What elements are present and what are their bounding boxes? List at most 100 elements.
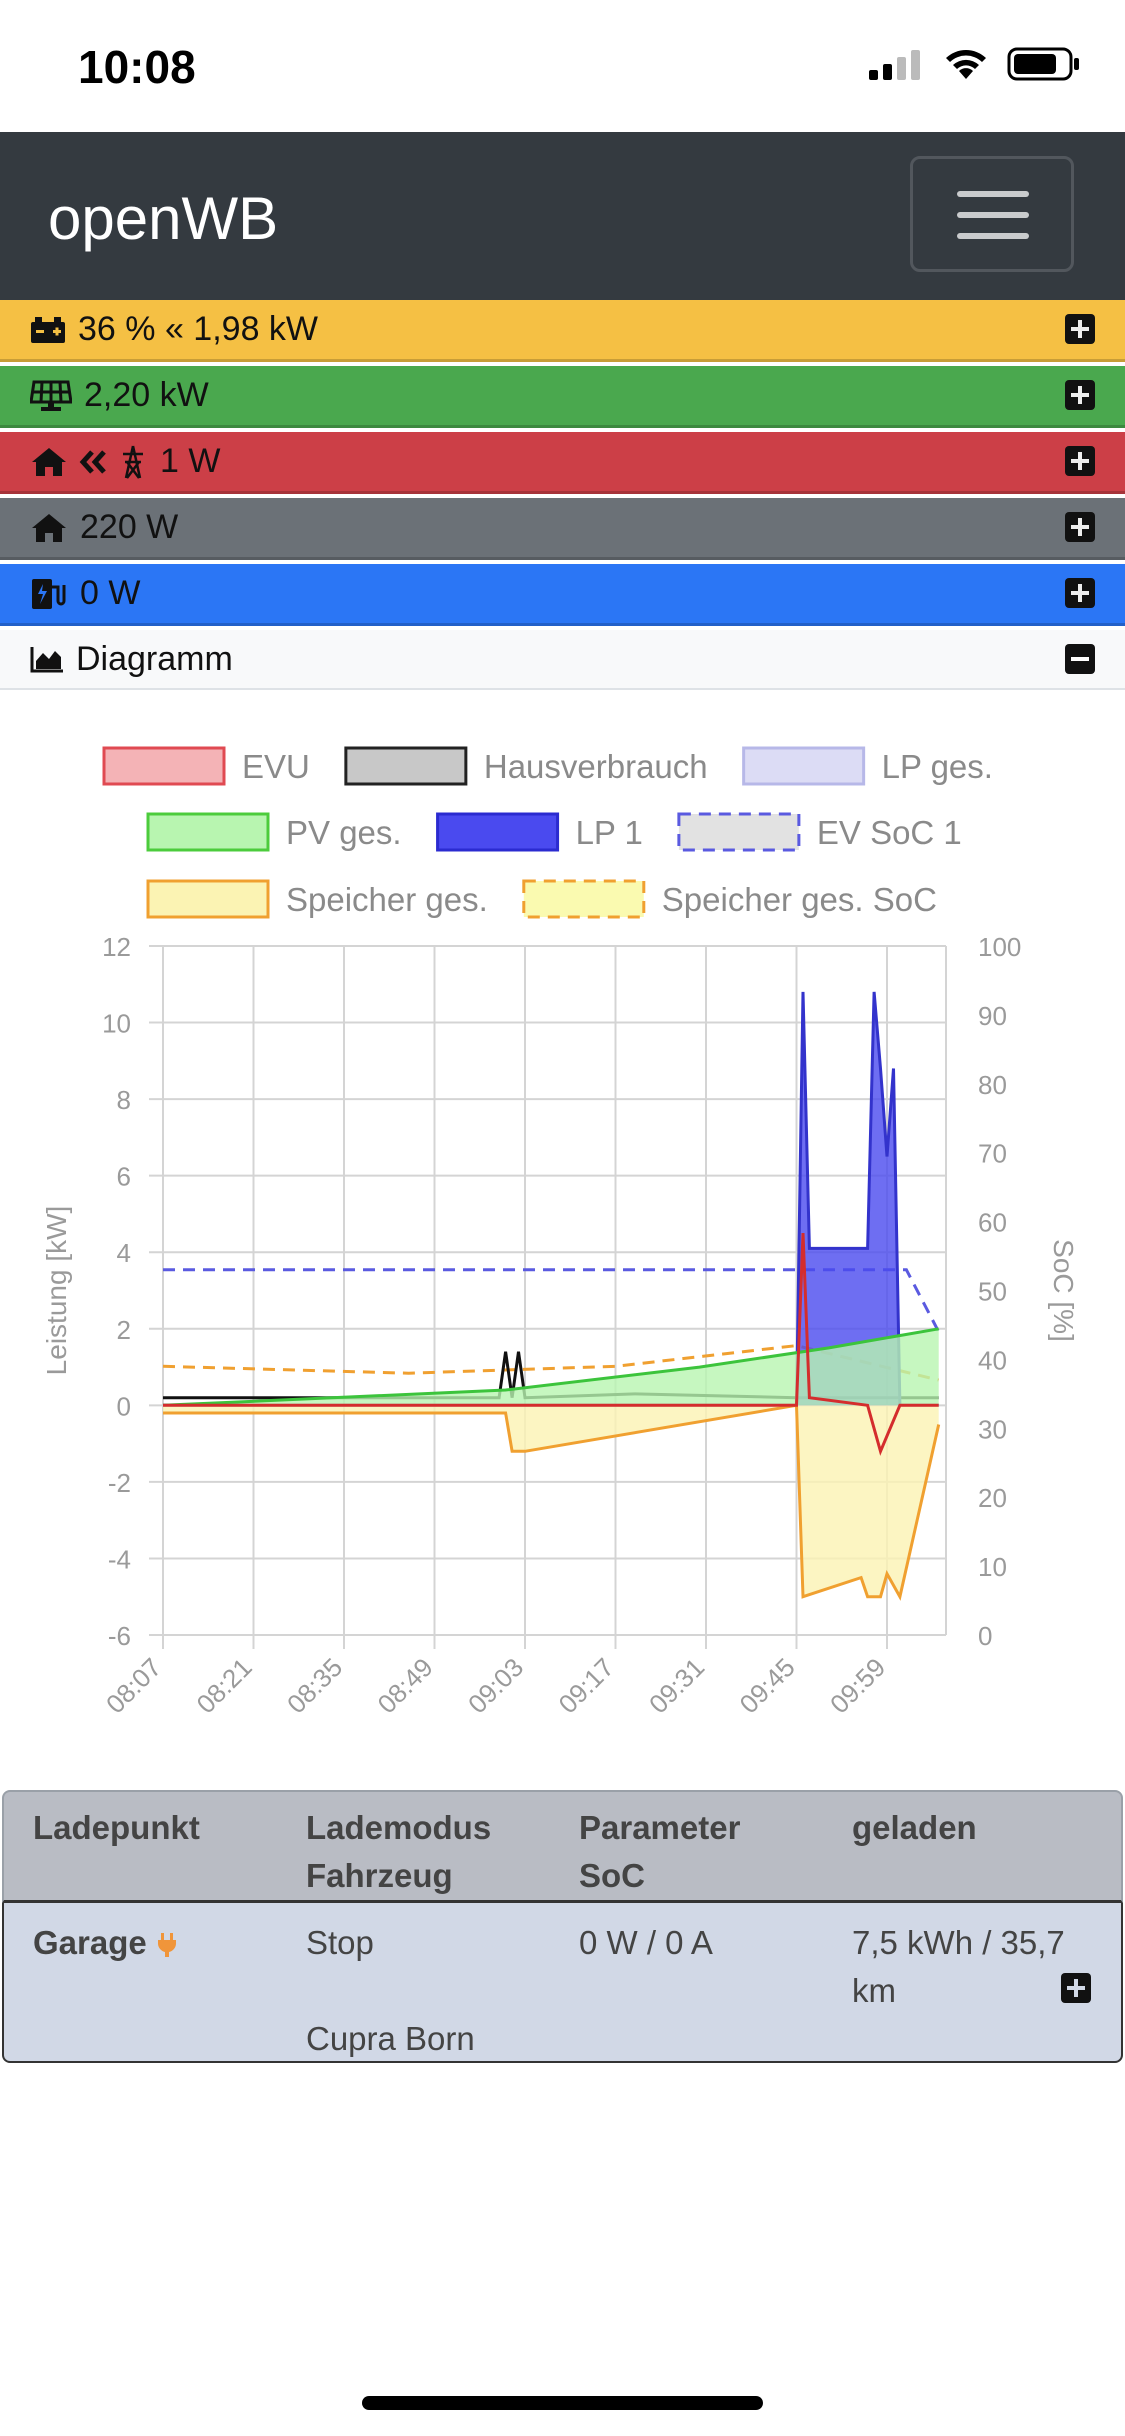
series-line [163, 1268, 941, 1333]
y-tick-label: -2 [108, 1468, 131, 1498]
navbar: openWB [0, 132, 1125, 300]
battery-summary: 36 % « 1,98 kW [78, 310, 319, 348]
y2-tick-label: 20 [978, 1483, 1007, 1513]
charge-summary: 0 W [80, 574, 141, 612]
car-battery-icon [31, 316, 65, 343]
y-tick-label: 6 [117, 1162, 131, 1192]
diagram-title: Diagramm [76, 639, 233, 678]
y2-tick-label: 40 [978, 1345, 1007, 1375]
series-area [163, 1405, 939, 1597]
status-icons [869, 46, 1081, 82]
house-icon [32, 447, 66, 476]
pv-row[interactable]: 2,20 kW [0, 366, 1125, 428]
y-tick-label: -6 [108, 1621, 131, 1651]
wifi-icon [946, 50, 986, 79]
status-time: 10:08 [78, 41, 196, 93]
y-tick-label: 10 [102, 1009, 131, 1039]
legend-label: Hausverbrauch [484, 748, 708, 785]
solar-panel-icon [30, 380, 72, 411]
y2-tick-label: 50 [978, 1277, 1007, 1307]
legend-swatch [436, 812, 560, 852]
y-tick-label: 2 [117, 1315, 131, 1345]
plug-icon [157, 1933, 176, 1957]
header-lademodus: Lademodus Fahrzeug [306, 1809, 492, 1894]
legend-label: Speicher ges. [286, 881, 488, 918]
y2-tick-label: 0 [978, 1621, 992, 1651]
legend-swatch [522, 879, 646, 919]
expand-plus-icon[interactable] [1065, 380, 1095, 410]
hamburger-icon [957, 191, 1029, 197]
charge-point-table: Ladepunkt Lademodus Fahrzeug Parameter S… [2, 1790, 1123, 2063]
charge-mode[interactable]: Stop [306, 1924, 374, 1961]
expand-plus-icon[interactable] [1065, 314, 1095, 344]
legend-label: Speicher ges. SoC [662, 881, 937, 918]
charge-row[interactable]: 0 W [0, 564, 1125, 626]
y2-tick-label: 90 [978, 1001, 1007, 1031]
legend-swatch [742, 746, 866, 786]
y2-tick-label: 100 [978, 932, 1021, 962]
hamburger-icon-bar [957, 212, 1029, 218]
header-ladepunkt: Ladepunkt [33, 1809, 200, 1846]
grid-summary: 1 W [160, 442, 221, 480]
y2-tick-label: 10 [978, 1552, 1007, 1582]
battery-status-icon [1007, 47, 1079, 81]
power-chart: EVU Hausverbrauch LP ges. PV ges. LP 1 EV SoC… [0, 692, 1125, 1787]
charge-parameters: 0 W / 0 A [579, 1924, 713, 1961]
x-tick-label: 09:03 [462, 1652, 529, 1719]
y2-tick-label: 70 [978, 1139, 1007, 1169]
status-bar: 10:08 [0, 0, 1125, 132]
angle-double-left-icon [79, 449, 106, 474]
legend-label: EVU [242, 748, 310, 785]
y-tick-label: -4 [108, 1544, 131, 1574]
expand-plus-icon[interactable] [1065, 512, 1095, 542]
expand-plus-icon[interactable] [1065, 446, 1095, 476]
chart-svg: EVU Hausverbrauch LP ges. PV ges. LP 1 EV SoC… [41, 746, 1079, 1719]
y-tick-label: 12 [102, 932, 131, 962]
series-line [162, 1327, 939, 1407]
battery-row[interactable]: 36 % « 1,98 kW [0, 300, 1125, 362]
x-tick-label: 08:49 [372, 1652, 439, 1719]
series-area [163, 991, 939, 1406]
legend-label: LP ges. [882, 748, 993, 785]
charge-point-name-text: Garage [33, 1924, 147, 1961]
menu-toggle-button[interactable] [910, 156, 1074, 272]
x-tick-label: 09:31 [643, 1652, 710, 1719]
charging-station-icon [32, 578, 66, 609]
house-row[interactable]: 220 W [0, 498, 1125, 560]
header-parameter: Parameter SoC [579, 1809, 741, 1894]
collapse-minus-icon[interactable] [1065, 644, 1095, 674]
legend-label: PV ges. [286, 814, 402, 851]
y-tick-label: 0 [117, 1391, 131, 1421]
y-tick-label: 8 [117, 1085, 131, 1115]
table-row[interactable]: Garage Stop Cupra Born 0 W / 0 A 7,5 kWh… [2, 1903, 1123, 2063]
series-line [163, 1233, 939, 1456]
cellular-signal-icon [869, 50, 920, 80]
area-chart-icon [30, 647, 63, 673]
diagram-row[interactable]: Diagramm [0, 630, 1125, 690]
charge-point-name: Garage [33, 1919, 178, 1967]
hamburger-icon-bar [957, 233, 1029, 239]
header-geladen: geladen [852, 1809, 977, 1846]
pv-summary: 2,20 kW [84, 376, 209, 414]
legend-swatch [344, 746, 468, 786]
home-indicator[interactable] [362, 2396, 763, 2410]
series-line [163, 991, 939, 1407]
legend-swatch [677, 812, 801, 852]
house-icon [32, 513, 66, 542]
brand-title[interactable]: openWB [48, 185, 279, 252]
x-tick-label: 08:35 [281, 1652, 348, 1719]
grid-row[interactable]: 1 W [0, 432, 1125, 494]
series-line [163, 1403, 941, 1601]
expand-plus-icon[interactable] [1065, 578, 1095, 608]
x-tick-label: 08:21 [191, 1652, 258, 1719]
vehicle-name: Cupra Born [306, 2020, 475, 2057]
legend-swatch [102, 746, 226, 786]
x-tick-label: 08:07 [100, 1652, 167, 1719]
legend-swatch [146, 879, 270, 919]
x-tick-label: 09:59 [824, 1652, 891, 1719]
y-tick-label: 4 [117, 1238, 131, 1268]
table-header: Ladepunkt Lademodus Fahrzeug Parameter S… [2, 1790, 1123, 1903]
legend-swatch [146, 812, 270, 852]
house-summary: 220 W [80, 508, 179, 546]
expand-plus-icon[interactable] [1061, 1973, 1091, 2003]
